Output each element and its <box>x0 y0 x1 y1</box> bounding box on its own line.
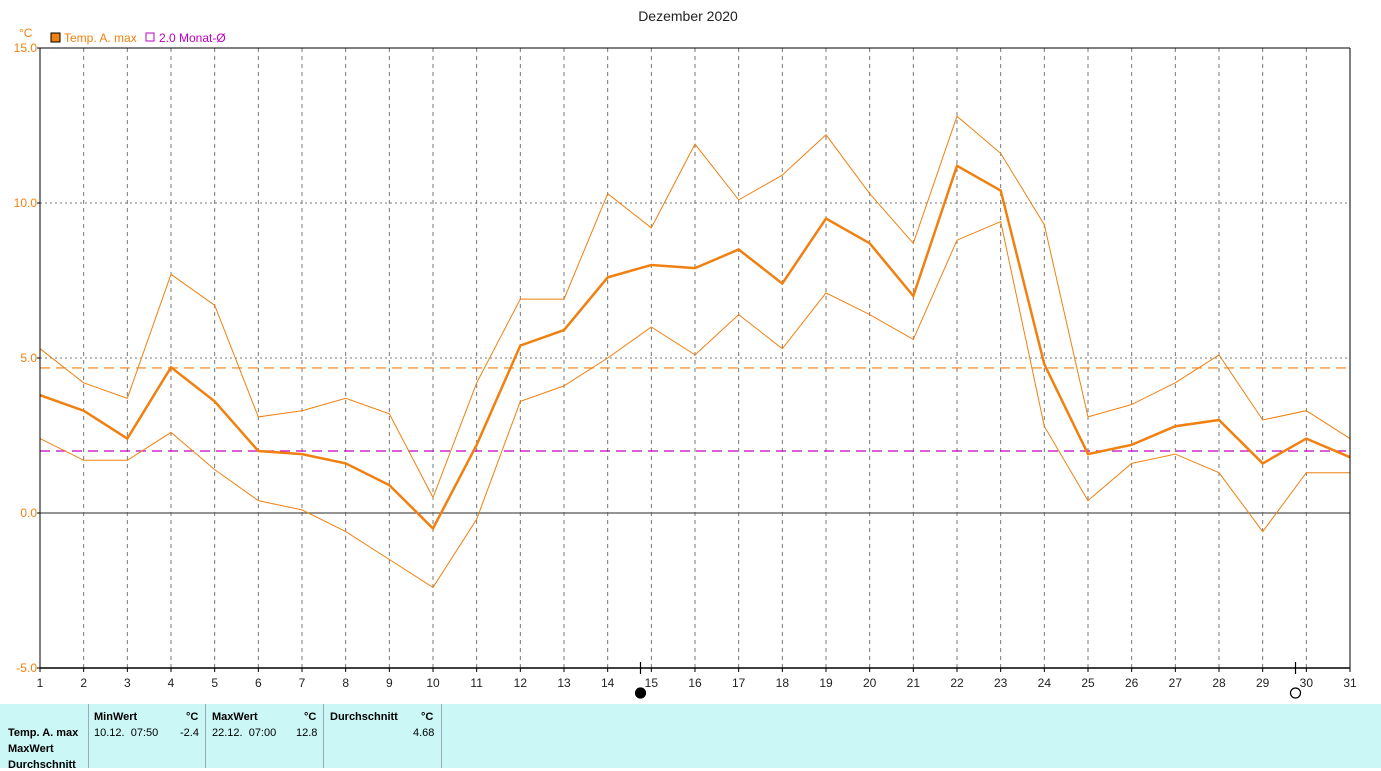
x-tick-label: 20 <box>863 676 877 690</box>
x-tick-label: 15 <box>645 676 659 690</box>
y-tick-labels: 15.0 10.0 5.0 0.0 -5.0 <box>14 41 40 675</box>
divider <box>205 704 206 768</box>
full-moon-icon <box>634 687 647 699</box>
divider <box>88 704 89 768</box>
temperature-chart: Dezember 2020 °C Temp. A. max 2.0 Monat-… <box>14 8 1357 699</box>
x-tick-label: 25 <box>1081 676 1095 690</box>
y-tick-label: 15.0 <box>14 41 38 55</box>
max-unit: °C <box>304 711 317 723</box>
x-tick-label: 18 <box>776 676 790 690</box>
x-tick-label: 6 <box>255 676 262 690</box>
row-label-maxwert: MaxWert <box>8 743 54 755</box>
max-header: MaxWert <box>212 711 258 723</box>
x-tick-label: 3 <box>124 676 131 690</box>
x-tick-label: 30 <box>1300 676 1314 690</box>
x-tick-label: 5 <box>211 676 218 690</box>
x-tick-label: 24 <box>1038 676 1052 690</box>
x-tick-label: 1 <box>37 676 44 690</box>
min-header: MinWert <box>94 711 138 723</box>
x-tick-label: 21 <box>907 676 921 690</box>
x-tick-label: 7 <box>299 676 306 690</box>
min-unit: °C <box>186 711 199 723</box>
x-tick-label: 14 <box>601 676 615 690</box>
x-tick-label: 16 <box>688 676 702 690</box>
x-tick-label: 23 <box>994 676 1008 690</box>
legend-label-monthly-avg: 2.0 Monat-Ø <box>159 31 226 45</box>
x-tick-label: 10 <box>426 676 440 690</box>
x-tick-label: 11 <box>470 676 483 690</box>
divider <box>323 704 324 768</box>
x-tick-label: 9 <box>386 676 393 690</box>
x-tick-labels: 1 2 3 4 5 6 7 8 9 10 11 12 13 14 15 16 17 18 19 20 21 22 23 24 2… <box>37 668 1357 690</box>
reference-lines <box>40 367 1350 452</box>
y-tick-label: 0.0 <box>20 506 37 520</box>
x-tick-label: 19 <box>819 676 833 690</box>
legend-swatch-monthly-avg <box>145 32 155 42</box>
x-tick-label: 4 <box>168 676 175 690</box>
min-time: 10.12. 07:50 <box>94 727 159 739</box>
x-tick-label: 26 <box>1125 676 1139 690</box>
x-tick-label: 12 <box>514 676 528 690</box>
y-tick-label: 10.0 <box>14 196 38 210</box>
series-line-daily-min <box>39 220 1350 589</box>
legend-label-temp: Temp. A. max <box>64 31 137 45</box>
x-tick-label: 8 <box>342 676 349 690</box>
x-tick-label: 31 <box>1343 676 1357 690</box>
x-tick-label: 29 <box>1256 676 1270 690</box>
x-tick-label: 13 <box>557 676 571 690</box>
max-value: 12.8 <box>296 727 318 739</box>
y-axis-unit: °C <box>19 26 33 40</box>
x-tick-label: 2 <box>80 676 87 690</box>
legend-swatch-temp <box>50 32 61 43</box>
x-tick-label: 27 <box>1169 676 1183 690</box>
legend: Temp. A. max 2.0 Monat-Ø <box>50 31 226 45</box>
max-time: 22.12. 07:00 <box>212 727 277 739</box>
statistics-panel: Temp. A. max MaxWert Durchschnitt MinWer… <box>0 704 1381 771</box>
series-lines <box>39 115 1351 589</box>
divider <box>441 704 442 768</box>
avg-value: 4.68 <box>413 727 435 739</box>
y-tick-label: -5.0 <box>16 661 37 675</box>
y-tick-label: 5.0 <box>20 351 37 365</box>
series-line-temp-max <box>39 163 1351 531</box>
avg-header: Durchschnitt <box>330 711 398 723</box>
x-tick-label: 28 <box>1212 676 1226 690</box>
row-label-temp: Temp. A. max <box>8 727 79 739</box>
x-tick-label: 17 <box>732 676 746 690</box>
min-value: -2.4 <box>180 727 199 739</box>
series-line-daily-max <box>39 115 1351 499</box>
grid <box>40 48 1350 668</box>
moon-markers <box>634 662 1302 699</box>
avg-unit: °C <box>421 711 434 723</box>
new-moon-icon <box>1289 687 1302 699</box>
x-tick-label: 22 <box>950 676 964 690</box>
row-label-durchschnitt: Durchschnitt <box>8 759 76 771</box>
chart-title: Dezember 2020 <box>638 8 738 24</box>
